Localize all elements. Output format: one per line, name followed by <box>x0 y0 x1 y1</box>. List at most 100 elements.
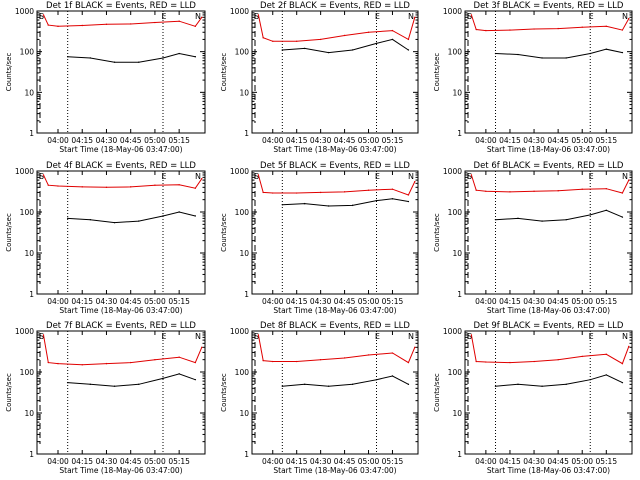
lld-point <box>319 191 322 194</box>
lld-point <box>470 14 473 16</box>
marker-e: E <box>589 332 594 341</box>
plot-frame <box>251 330 419 455</box>
x-tick-label: 05:00 <box>571 297 593 306</box>
x-tick-label: 05:00 <box>144 457 166 466</box>
x-tick-label: 04:15 <box>286 297 308 306</box>
lld-point <box>81 24 83 27</box>
events-point <box>605 374 608 376</box>
x-tick-label: 04:15 <box>499 457 521 466</box>
panel-title: Det 6f BLACK = Events, RED = LLD <box>474 161 624 171</box>
lld-point <box>414 346 416 349</box>
lld-point <box>581 26 583 28</box>
lld-point <box>343 191 346 193</box>
x-tick-label: 04:00 <box>262 457 284 466</box>
x-tick-label: 05:00 <box>571 457 593 466</box>
plot-frame <box>464 10 633 134</box>
x-tick-label: 04:00 <box>47 297 69 306</box>
marker-n: N <box>408 172 414 181</box>
y-tick-label: 10 <box>239 409 249 418</box>
x-tick-label: 05:00 <box>358 136 380 145</box>
x-tick-label: 04:30 <box>310 136 332 145</box>
marker-n: N <box>622 172 628 181</box>
lld-point <box>621 29 624 31</box>
marker-n: N <box>195 172 201 181</box>
lld-point <box>154 358 156 361</box>
x-tick-label: 04:00 <box>475 457 497 466</box>
panel-title: Det 8f BLACK = Events, RED = LLD <box>260 321 410 331</box>
lld-point <box>391 188 394 190</box>
y-tick-label: 100 <box>20 208 35 217</box>
x-tick-label: 04:45 <box>120 457 142 466</box>
events-point <box>494 218 497 221</box>
lld-point <box>178 20 180 22</box>
lld-point <box>42 174 45 176</box>
events-series-line <box>495 48 623 59</box>
lld-point <box>201 177 203 180</box>
y-tick-label: 1000 <box>230 327 249 336</box>
events-point <box>375 199 378 202</box>
events-point <box>162 377 164 380</box>
lld-point <box>272 192 274 194</box>
y-tick-label: 100 <box>20 368 35 377</box>
x-tick-label: 05:00 <box>571 136 593 145</box>
lld-point <box>509 29 511 31</box>
x-tick-label: 04:00 <box>47 457 69 466</box>
marker-s: S <box>39 332 44 341</box>
x-tick-label: 04:45 <box>120 136 142 145</box>
events-point <box>589 214 591 216</box>
x-tick-label: 04:15 <box>71 457 93 466</box>
lld-point <box>533 360 535 363</box>
events-point <box>351 204 354 207</box>
y-axis-label: Counts/sec <box>433 373 441 412</box>
events-point <box>621 216 624 218</box>
y-tick-label: 10 <box>24 249 34 258</box>
events-point <box>89 383 92 386</box>
events-point <box>194 378 197 381</box>
events-point <box>327 205 330 207</box>
lld-point <box>367 354 370 356</box>
x-tick-label: 04:45 <box>334 297 356 306</box>
detector-panel-2: Det 2f BLACK = Events, RED = LLD Counts/s… <box>220 1 419 154</box>
lld-series-line <box>257 334 416 364</box>
marker-e: E <box>375 12 380 21</box>
y-axis-label: Counts/sec <box>433 53 441 92</box>
events-point <box>162 57 164 59</box>
x-tick-label: 05:15 <box>168 297 190 306</box>
lld-point <box>407 361 410 364</box>
lld-point <box>105 186 108 189</box>
lld-point <box>628 345 630 348</box>
y-tick-label: 100 <box>235 208 250 217</box>
x-tick-label: 05:15 <box>595 297 617 306</box>
events-point <box>565 383 567 386</box>
x-tick-label: 04:15 <box>499 297 521 306</box>
lld-point <box>194 187 197 189</box>
marker-s: S <box>39 12 44 21</box>
events-point <box>281 49 284 51</box>
events-point <box>407 200 410 203</box>
lld-point <box>485 190 487 192</box>
lld-point <box>407 38 410 41</box>
events-point <box>303 47 306 50</box>
y-tick-label: 1 <box>457 450 462 459</box>
lld-point <box>295 360 298 363</box>
panel-title: Det 2f BLACK = Events, RED = LLD <box>260 1 410 11</box>
y-tick-label: 100 <box>235 368 250 377</box>
y-tick-label: 1000 <box>15 327 34 336</box>
x-tick-label: 04:15 <box>286 457 308 466</box>
x-tick-label: 04:30 <box>523 297 545 306</box>
events-point <box>89 218 92 221</box>
lld-series-line <box>257 14 416 42</box>
events-series-line <box>67 373 196 387</box>
y-tick-label: 1000 <box>230 167 249 176</box>
x-tick-label: 04:45 <box>334 136 356 145</box>
y-tick-label: 100 <box>448 48 463 57</box>
events-point <box>541 57 543 59</box>
x-tick-label: 04:45 <box>120 297 142 306</box>
panel-title: Det 1f BLACK = Events, RED = LLD <box>46 1 196 11</box>
y-tick-label: 10 <box>24 88 34 97</box>
marker-e: E <box>589 172 594 181</box>
marker-n: N <box>195 332 201 341</box>
events-series-line <box>67 211 196 224</box>
lld-point <box>367 31 370 33</box>
events-point <box>605 48 608 50</box>
